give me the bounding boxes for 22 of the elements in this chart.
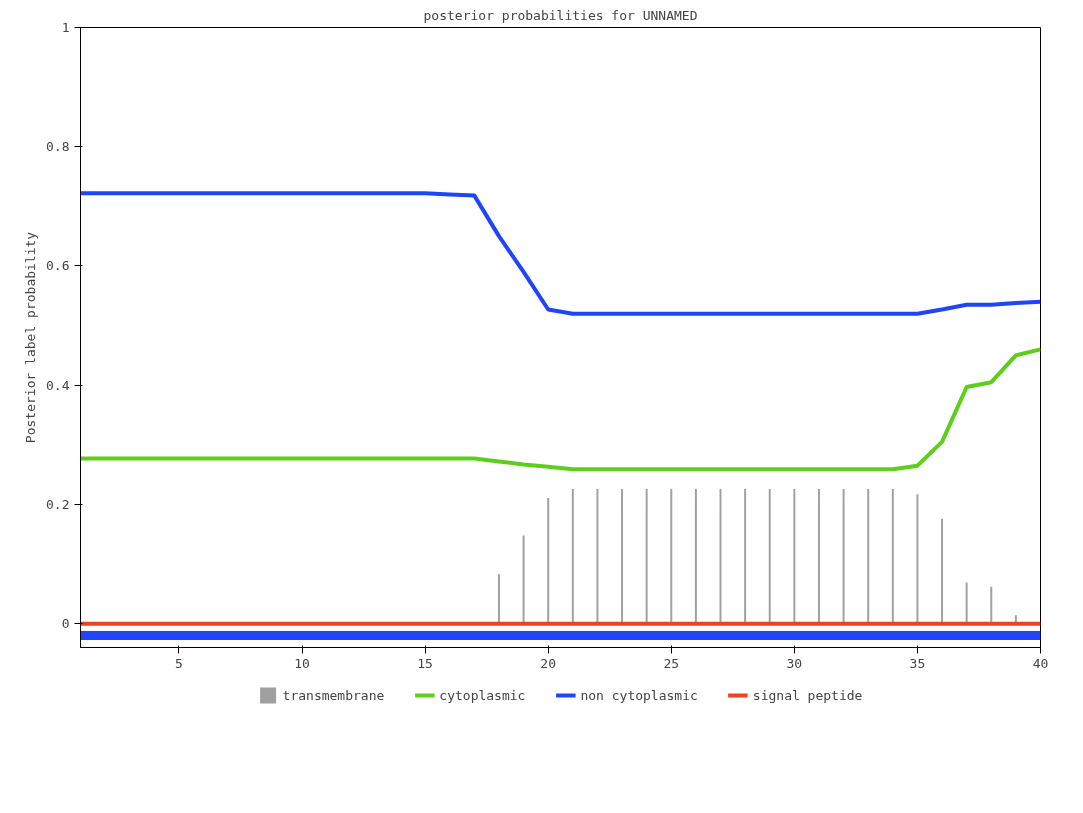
- x-tick-label: 40: [1032, 655, 1049, 671]
- y-tick-label: 0.4: [46, 377, 70, 393]
- line-series: [80, 191, 1041, 316]
- y-tick-label: 0.8: [46, 139, 70, 155]
- y-tick-label: 0.2: [46, 496, 70, 512]
- line-series: [80, 347, 1041, 472]
- legend-label: signal peptide: [752, 687, 863, 703]
- legend-label: cytoplasmic: [439, 687, 526, 703]
- x-tick-label: 25: [663, 655, 680, 671]
- x-tick-label: 5: [175, 655, 183, 671]
- legend-label: non cytoplasmic: [580, 687, 698, 703]
- y-tick-label: 1: [61, 20, 70, 35]
- chart-title: posterior probabilities for UNNAMED: [423, 7, 698, 23]
- x-tick-label: 15: [417, 655, 433, 671]
- y-tick-label: 0: [61, 616, 70, 632]
- x-tick-label: 35: [909, 655, 926, 671]
- y-tick-label: 0.6: [46, 258, 70, 274]
- legend-label: transmembrane: [282, 687, 385, 703]
- x-tick-label: 20: [540, 655, 557, 671]
- x-tick-label: 10: [294, 655, 310, 671]
- y-axis-title: Posterior label probability: [23, 231, 39, 444]
- x-tick-label: 30: [786, 655, 803, 671]
